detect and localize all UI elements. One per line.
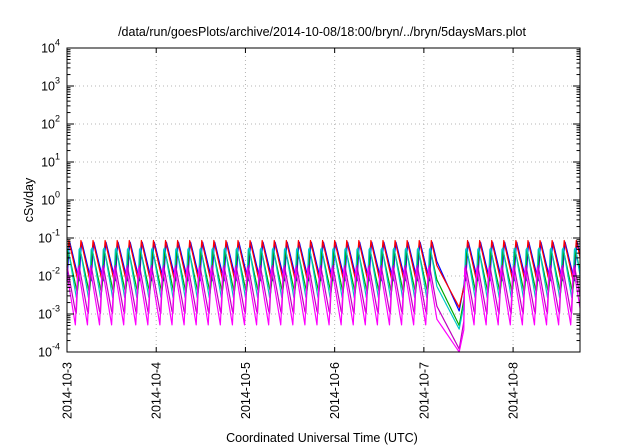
y-tick-label: 10-2 bbox=[38, 266, 60, 284]
x-tick-label: 2014-10-8 bbox=[507, 362, 521, 419]
x-axis-label: Coordinated Universal Time (UTC) bbox=[226, 431, 418, 445]
x-tick-label: 2014-10-4 bbox=[150, 362, 164, 419]
grid-lines bbox=[67, 48, 580, 352]
series-line bbox=[66, 265, 581, 350]
y-tick-label: 102 bbox=[41, 114, 60, 132]
chart-title: /data/run/goesPlots/archive/2014-10-08/1… bbox=[118, 25, 526, 39]
series-line bbox=[66, 247, 581, 330]
y-tick-label: 101 bbox=[41, 152, 60, 170]
y-tick-label: 104 bbox=[41, 38, 60, 56]
x-tick-label: 2014-10-5 bbox=[239, 362, 253, 419]
y-tick-label: 10-3 bbox=[38, 304, 60, 322]
y-tick-label: 10-1 bbox=[38, 228, 60, 246]
plot-frame bbox=[66, 47, 581, 353]
series-lines bbox=[66, 239, 581, 353]
y-tick-label: 10-4 bbox=[38, 342, 60, 360]
series-line bbox=[66, 267, 581, 353]
axes: 2014-10-3 2014-10-4 2014-10-5 2014-10-6 2014… bbox=[38, 38, 581, 419]
x-tick-label: 2014-10-3 bbox=[61, 362, 75, 419]
x-tick-label: 2014-10-7 bbox=[417, 362, 431, 419]
y-tick-label: 100 bbox=[41, 190, 60, 208]
x-tick-label: 2014-10-6 bbox=[328, 362, 342, 419]
y-axis-label: cSv/day bbox=[22, 177, 36, 222]
y-tick-label: 103 bbox=[41, 76, 60, 94]
